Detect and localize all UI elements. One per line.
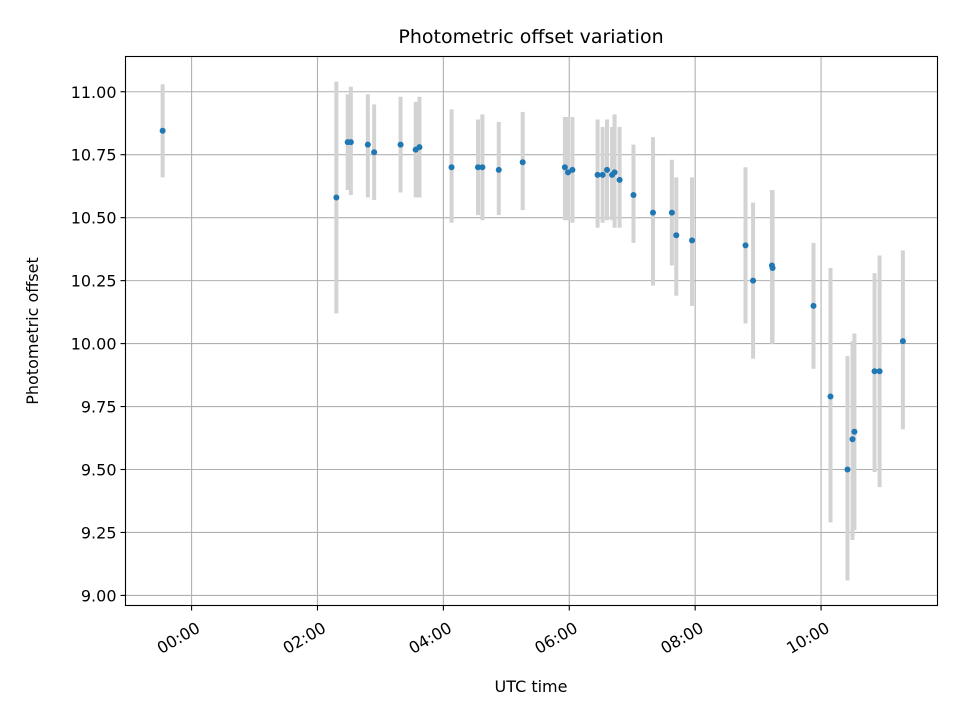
data-point xyxy=(519,159,526,166)
y-tick-label: 9.00 xyxy=(81,586,117,605)
data-point xyxy=(810,302,817,309)
data-point xyxy=(849,436,856,443)
data-point xyxy=(347,139,354,146)
data-point xyxy=(668,209,675,216)
y-tick-label: 10.50 xyxy=(71,209,117,228)
data-point xyxy=(611,169,618,176)
data-point xyxy=(416,144,423,151)
y-tick-label: 10.75 xyxy=(71,146,117,165)
data-point xyxy=(673,232,680,239)
data-point xyxy=(599,171,606,178)
x-tick-label: 00:00 xyxy=(154,618,203,658)
data-point xyxy=(364,141,371,148)
y-tick-label: 9.75 xyxy=(81,398,117,417)
data-point xyxy=(397,141,404,148)
data-point xyxy=(649,209,656,216)
y-tick-label: 10.25 xyxy=(71,272,117,291)
data-point xyxy=(448,164,455,171)
y-tick-label: 9.50 xyxy=(81,461,117,480)
data-point xyxy=(594,171,601,178)
data-point xyxy=(899,338,906,345)
x-tick-label: 10:00 xyxy=(783,618,832,658)
x-axis-ticks: 00:00 02:00 04:00 06:00 08:00 10:00 xyxy=(154,605,833,658)
data-point xyxy=(769,265,776,272)
data-point xyxy=(479,164,486,171)
x-tick-label: 04:00 xyxy=(406,618,455,658)
y-axis-ticks: 9.00 9.25 9.50 9.75 10.00 10.25 10.50 10.75 11.0… xyxy=(71,83,126,605)
data-point xyxy=(616,176,623,183)
data-point xyxy=(844,466,851,473)
data-point xyxy=(159,127,166,134)
data-point xyxy=(742,242,749,249)
data-point xyxy=(630,192,637,199)
plot-frame xyxy=(124,55,939,607)
x-tick-label: 08:00 xyxy=(657,618,706,658)
data-point xyxy=(333,194,340,201)
grid-layer xyxy=(125,56,938,606)
data-point xyxy=(689,237,696,244)
x-tick-label: 02:00 xyxy=(280,618,329,658)
data-point xyxy=(569,166,576,173)
data-point xyxy=(876,368,883,375)
data-point xyxy=(851,428,858,435)
data-point xyxy=(371,149,378,156)
data-point xyxy=(474,164,481,171)
x-axis-title: UTC time xyxy=(495,677,568,696)
y-axis-title: Photometric offset xyxy=(23,257,42,405)
y-tick-label: 9.25 xyxy=(81,523,117,542)
data-point xyxy=(604,166,611,173)
x-tick-label: 06:00 xyxy=(531,618,580,658)
y-tick-label: 11.00 xyxy=(71,83,117,102)
data-point xyxy=(565,169,572,176)
data-point xyxy=(827,393,834,400)
data-point xyxy=(750,277,757,284)
error-bars xyxy=(160,81,905,581)
chart-title: Photometric offset variation xyxy=(398,26,663,48)
data-point xyxy=(495,166,502,173)
y-tick-label: 10.00 xyxy=(71,335,117,354)
data-point xyxy=(871,368,878,375)
data-points xyxy=(159,127,906,473)
data-point xyxy=(561,164,568,171)
